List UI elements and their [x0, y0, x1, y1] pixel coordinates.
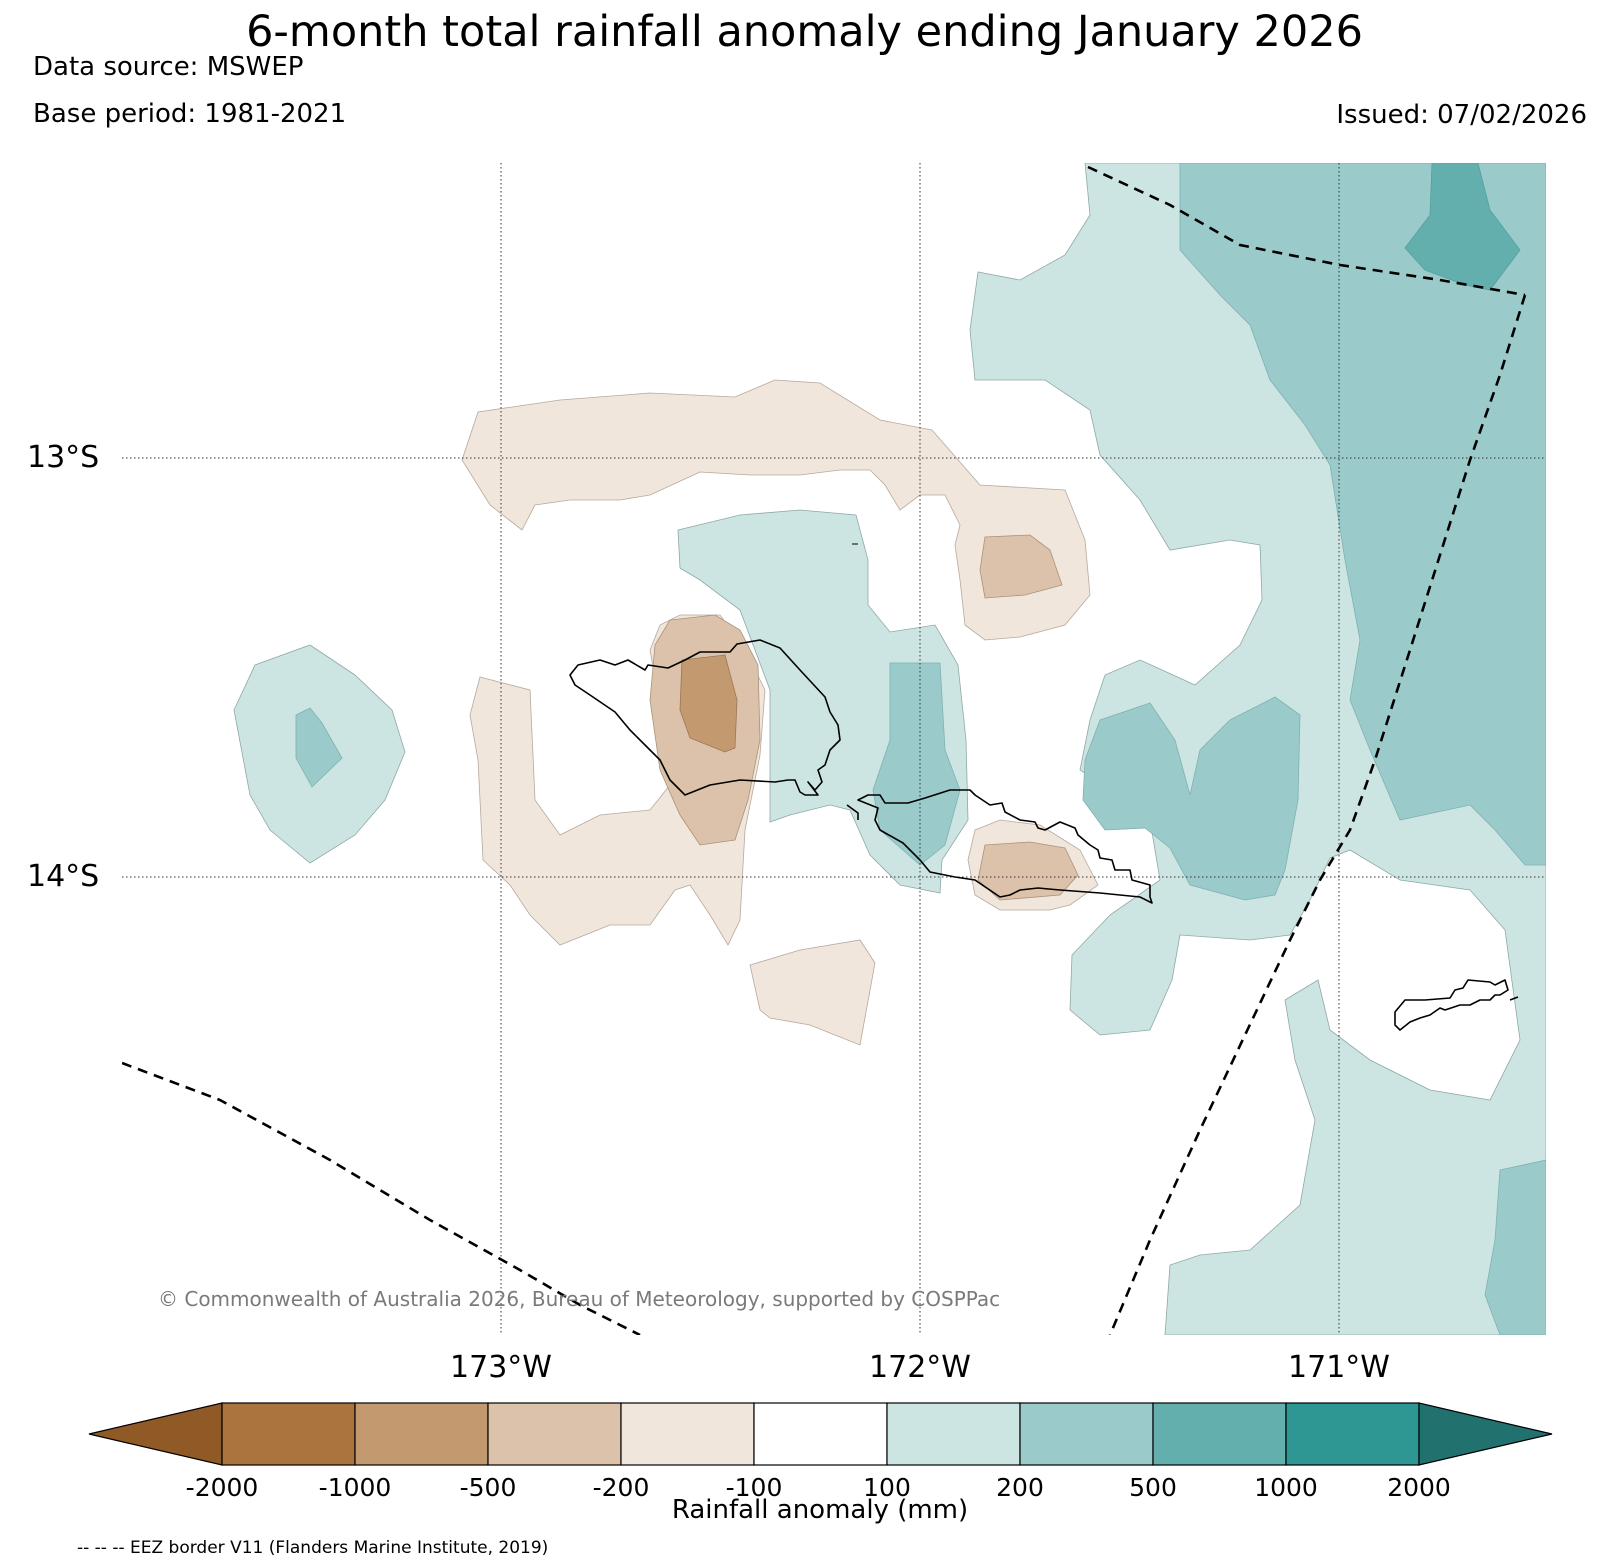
eez-border-southwest — [122, 1061, 641, 1335]
lon-label-171w: 171°W — [1288, 1350, 1390, 1385]
contour-neg200-500-north — [979, 534, 1063, 599]
colorbar-bin-neg500-neg200 — [487, 1402, 622, 1466]
issued-date: Issued: 07/02/2026 — [1336, 100, 1587, 130]
colorbar-bin-1000-2000 — [1285, 1402, 1420, 1466]
coastlines — [569, 639, 1519, 1031]
data-source: Data source: MSWEP — [33, 52, 304, 82]
colorbar-tick: -2000 — [185, 1473, 259, 1502]
colorbar-title: Rainfall anomaly (mm) — [671, 1495, 969, 1525]
colorbar-tick: -100 — [725, 1473, 783, 1502]
colorbar-bin-100-200 — [886, 1402, 1021, 1466]
colorbar-extend-low — [88, 1402, 223, 1466]
base-period: Base period: 1981-2021 — [33, 99, 347, 129]
contour-neg100-200-north — [461, 379, 1091, 641]
eez-border-east — [1108, 294, 1527, 1335]
contour-200-500-samoa-east — [1082, 696, 1301, 901]
coastline-upolu — [569, 639, 841, 796]
colorbar-bin-200-500 — [1019, 1402, 1154, 1466]
colorbar-tick: 1000 — [1254, 1473, 1318, 1502]
graticule — [122, 163, 1546, 1335]
coastline-aunuu — [1509, 996, 1519, 1001]
colorbar-bin-neg1000-neg500 — [354, 1402, 489, 1466]
contour-neg500-1000 — [679, 654, 738, 753]
coastline-tutuila — [1394, 979, 1509, 1031]
copyright-notice: © Commonwealth of Australia 2026, Bureau… — [158, 1287, 1001, 1311]
contour-200-500-west — [295, 707, 343, 788]
eez-borders — [122, 165, 1527, 1335]
colorbar-tick: 500 — [1129, 1473, 1177, 1502]
colorbar-tick: -200 — [592, 1473, 650, 1502]
colorbar-bin-neg200-neg100 — [620, 1402, 755, 1466]
colorbar-bin-neg100-100 — [753, 1402, 888, 1466]
colorbar-extend-high — [1418, 1402, 1553, 1466]
coastline-savaii — [857, 789, 1153, 904]
eez-border-north — [1087, 165, 1526, 297]
colorbar-bin-500-1000 — [1152, 1402, 1287, 1466]
eez-legend: -- -- -- EEZ border V11 (Flanders Marine… — [77, 1538, 549, 1558]
colorbar — [88, 1402, 1553, 1466]
coastline-savaii-islet — [846, 804, 859, 820]
contour-neg100-200-south — [749, 939, 876, 1046]
lon-label-172w: 172°W — [869, 1350, 971, 1385]
colorbar-tick: -500 — [459, 1473, 517, 1502]
contour-200-500-southeast — [1484, 1159, 1546, 1335]
lon-label-173w: 173°W — [450, 1350, 552, 1385]
contour-fields — [122, 163, 1546, 1335]
colorbar-tick: 200 — [996, 1473, 1044, 1502]
contour-200-500-central — [872, 662, 961, 866]
colorbar-tick: 100 — [863, 1473, 911, 1502]
map-title: 6-month total rainfall anomaly ending Ja… — [246, 7, 1363, 57]
colorbar-tick: -1000 — [318, 1473, 392, 1502]
contour-neg200-500-savaii — [977, 841, 1079, 901]
contour-200-500-northeast — [1179, 163, 1546, 866]
lat-label-14s: 14°S — [27, 859, 100, 894]
colorbar-tick: 2000 — [1387, 1473, 1451, 1502]
colorbar-bin-neg2000-neg1000 — [221, 1402, 356, 1466]
lat-label-13s: 13°S — [27, 440, 100, 475]
